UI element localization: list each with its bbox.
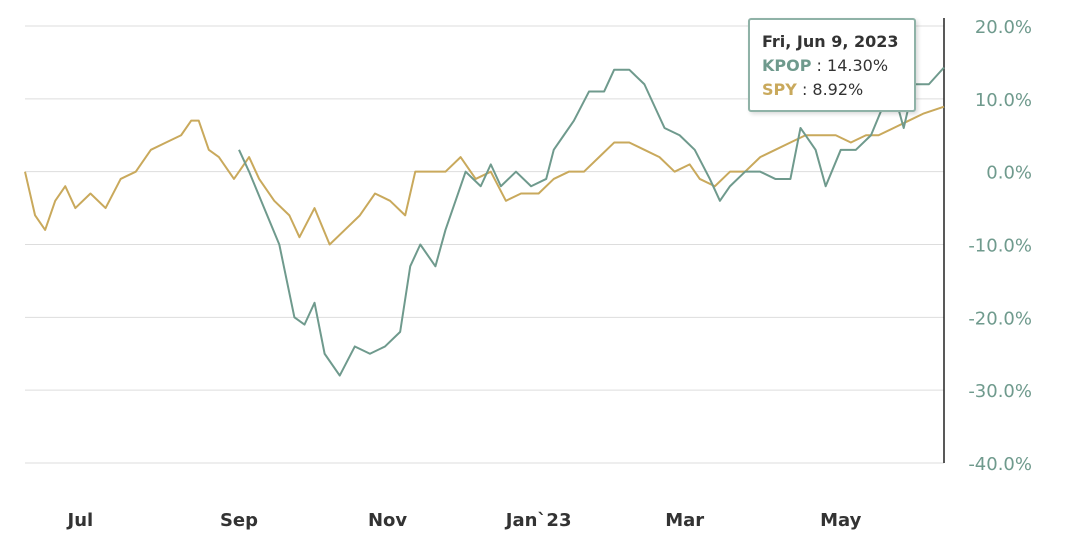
series-line-spy [24,105,945,246]
x-tick-label: Mar [665,510,704,531]
x-tick-label: Sep [220,510,258,531]
tooltip-kpop-label: KPOP [762,56,812,75]
x-tick-label: Jan`23 [504,510,572,531]
x-tick-label: May [820,510,862,531]
y-tick-label: 0.0% [986,163,1032,184]
tooltip-spy-label: SPY [762,80,797,99]
x-tick-label: Nov [368,510,407,531]
series-line-kpop [238,66,945,377]
x-tick-label: Jul [66,510,94,531]
tooltip: Fri, Jun 9, 2023 KPOP : 14.30% SPY : 8.9… [748,18,916,112]
tooltip-kpop-value: : 14.30% [816,56,889,75]
y-tick-label: -30.0% [968,381,1032,402]
y-tick-label: -40.0% [968,454,1032,475]
y-tick-label: 20.0% [975,17,1032,38]
y-tick-label: -20.0% [968,308,1032,329]
y-tick-label: 10.0% [975,90,1032,111]
tooltip-spy-value: : 8.92% [801,80,864,99]
tooltip-date: Fri, Jun 9, 2023 [762,32,899,51]
y-tick-label: -10.0% [968,236,1032,257]
